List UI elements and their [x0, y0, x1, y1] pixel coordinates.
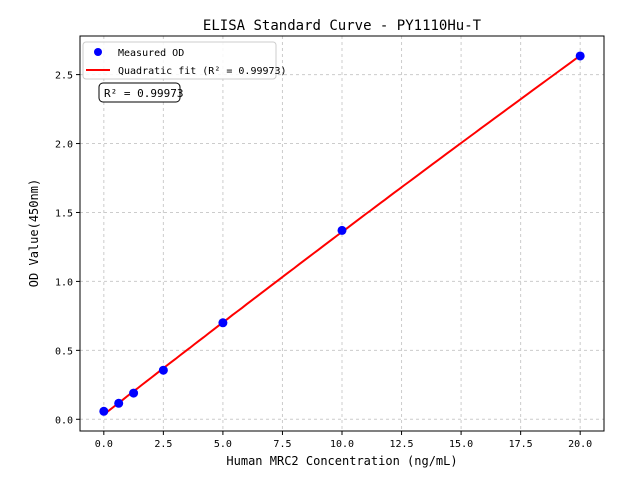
- y-axis-label: OD Value(450nm): [27, 179, 41, 287]
- data-point: [337, 225, 347, 235]
- data-point: [99, 406, 109, 416]
- x-tick-label: 0.0: [95, 439, 113, 450]
- legend: Measured OD Quadratic fit (R² = 0.99973): [82, 41, 287, 80]
- x-tick-label: 7.5: [273, 439, 291, 450]
- x-tick-label: 2.5: [154, 439, 172, 450]
- x-tick-label: 15.0: [449, 439, 473, 450]
- legend-label-fit: Quadratic fit (R² = 0.99973): [118, 66, 287, 77]
- y-tick-label: 0.0: [55, 415, 73, 426]
- data-point: [158, 365, 168, 375]
- data-point: [575, 51, 585, 61]
- y-tick-label: 2.0: [55, 140, 73, 151]
- x-tick-label: 20.0: [568, 439, 592, 450]
- chart-title: ELISA Standard Curve - PY1110Hu-T: [203, 18, 482, 34]
- annotation-box: [98, 82, 181, 103]
- y-tick-label: 0.5: [55, 346, 73, 357]
- r2-annotation: R² = 0.99973: [104, 87, 183, 100]
- x-tick-label: 17.5: [509, 439, 533, 450]
- x-tick-label: 10.0: [330, 439, 354, 450]
- y-tick-label: 2.5: [55, 71, 73, 82]
- data-point: [218, 318, 228, 328]
- x-tick-label: 5.0: [214, 439, 232, 450]
- points-group: [99, 51, 585, 416]
- y-tick-label: 1.0: [55, 277, 73, 288]
- data-point: [129, 388, 139, 398]
- data-point: [114, 398, 124, 408]
- legend-box: [82, 41, 277, 80]
- legend-label-measured: Measured OD: [118, 48, 184, 59]
- y-tick-label: 1.5: [55, 208, 73, 219]
- legend-marker-measured: [94, 48, 102, 56]
- x-tick-label: 12.5: [389, 439, 413, 450]
- ticks: 0.0 2.5 5.0 7.5 10.0 12.5 15.0 17.5 20.0 0.0 0.5 1.…: [55, 71, 592, 450]
- x-axis-label: Human MRC2 Concentration (ng/mL): [226, 454, 457, 468]
